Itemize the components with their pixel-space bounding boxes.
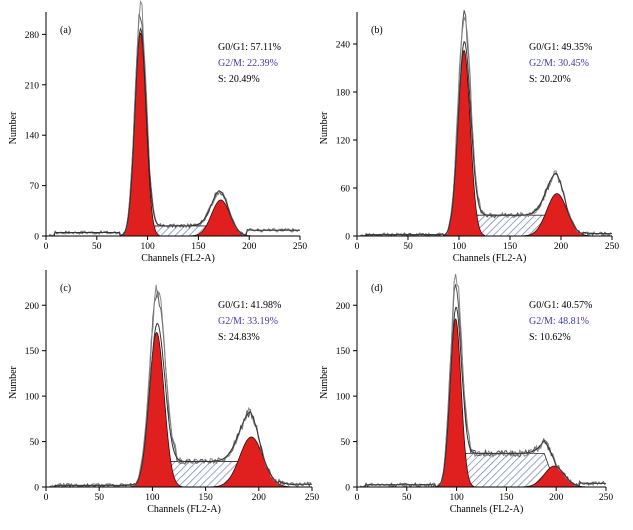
x-tick-label: 200	[242, 242, 257, 252]
g0-g1-percentage: G0/G1: 41.98%	[218, 300, 281, 311]
g0-g1-percentage: G0/G1: 49.35%	[529, 42, 592, 53]
x-tick-label: 0	[355, 493, 360, 503]
x-tick-label: 150	[499, 493, 514, 503]
y-tick-label: 0	[345, 233, 350, 243]
histogram-panel: 0 50 100 150 200 250 0 70 140 210 280 Channels (FL2…	[8, 0, 308, 264]
x-axis-title: Channels (FL2-A)	[141, 253, 215, 264]
x-axis-title: Channels (FL2-A)	[147, 504, 221, 515]
y-tick-label: 50	[341, 438, 351, 448]
x-tick-label: 0	[44, 242, 49, 252]
x-tick-label: 250	[305, 493, 320, 503]
panel-label: (a)	[60, 25, 71, 36]
x-tick-label: 50	[92, 242, 102, 252]
x-tick-label: 250	[599, 493, 614, 503]
histogram-panel: 0 50 100 150 200 250 0 50 100 150 200 Channels (FL2…	[8, 270, 319, 515]
fit-envelope	[360, 40, 612, 237]
g2-m-peak	[211, 436, 292, 488]
x-axis-title: Channels (FL2-A)	[453, 253, 527, 264]
y-tick-label: 240	[336, 41, 351, 51]
panel-label: (b)	[371, 25, 383, 36]
y-tick-label: 100	[336, 393, 351, 403]
x-axis-title: Channels (FL2-A)	[450, 504, 524, 515]
x-tick-label: 50	[402, 493, 412, 503]
panel-label: (c)	[60, 283, 71, 294]
y-tick-label: 200	[25, 302, 40, 312]
g0-g1-peak	[442, 49, 486, 237]
g2-m-percentage: G2/M: 33.19%	[218, 316, 278, 327]
y-tick-label: 180	[336, 89, 351, 99]
fit-envelope	[360, 307, 606, 488]
histogram-panel: 0 50 100 150 200 250 0 60 120 180 240 Channels (FL2…	[319, 10, 619, 264]
raw-histogram-trace	[48, 0, 300, 237]
s-phase-percentage: S: 10.62%	[529, 332, 571, 343]
x-tick-label: 0	[44, 493, 49, 503]
y-tick-label: 60	[341, 185, 351, 195]
g0-g1-peak	[121, 32, 161, 237]
x-tick-label: 200	[252, 493, 267, 503]
y-tick-label: 280	[25, 31, 40, 41]
fit-envelope	[49, 322, 312, 488]
g0-g1-percentage: G0/G1: 57.11%	[218, 42, 281, 53]
y-axis-title: Number	[319, 111, 330, 144]
x-tick-label: 100	[140, 242, 155, 252]
y-tick-label: 0	[34, 233, 39, 243]
y-tick-label: 150	[336, 347, 351, 357]
x-tick-label: 200	[549, 493, 564, 503]
y-tick-label: 100	[25, 393, 40, 403]
y-tick-label: 200	[336, 302, 351, 312]
y-tick-label: 50	[30, 438, 40, 448]
x-tick-label: 50	[403, 242, 413, 252]
y-tick-label: 150	[25, 347, 40, 357]
x-tick-label: 50	[94, 493, 104, 503]
y-tick-label: 0	[34, 484, 39, 494]
x-tick-label: 100	[449, 493, 464, 503]
s-phase-percentage: S: 24.83%	[218, 332, 260, 343]
x-tick-label: 250	[293, 242, 308, 252]
x-tick-label: 150	[191, 242, 206, 252]
g2-m-percentage: G2/M: 30.45%	[529, 58, 589, 69]
y-tick-label: 70	[30, 182, 40, 192]
s-phase-percentage: S: 20.20%	[529, 74, 571, 85]
y-tick-label: 120	[336, 137, 351, 147]
g0-g1-percentage: G0/G1: 40.57%	[529, 300, 592, 311]
g2-m-percentage: G2/M: 48.81%	[529, 316, 589, 327]
x-tick-label: 100	[452, 242, 467, 252]
histogram-panel: 0 50 100 150 200 250 0 50 100 150 200 Channels (FL2…	[319, 270, 613, 515]
x-tick-label: 150	[198, 493, 213, 503]
x-tick-label: 0	[355, 242, 360, 252]
y-axis-title: Number	[319, 365, 330, 398]
fit-envelope	[49, 27, 300, 237]
y-axis-title: Number	[8, 365, 19, 398]
x-tick-label: 150	[503, 242, 518, 252]
x-tick-label: 200	[554, 242, 569, 252]
g2-m-percentage: G2/M: 22.39%	[218, 58, 278, 69]
y-tick-label: 140	[25, 132, 40, 142]
y-tick-label: 210	[25, 81, 40, 91]
y-axis-title: Number	[8, 111, 19, 144]
y-tick-label: 0	[345, 484, 350, 494]
x-tick-label: 100	[145, 493, 160, 503]
s-phase-percentage: S: 20.49%	[218, 74, 260, 85]
panel-label: (d)	[371, 283, 383, 294]
x-tick-label: 250	[605, 242, 620, 252]
